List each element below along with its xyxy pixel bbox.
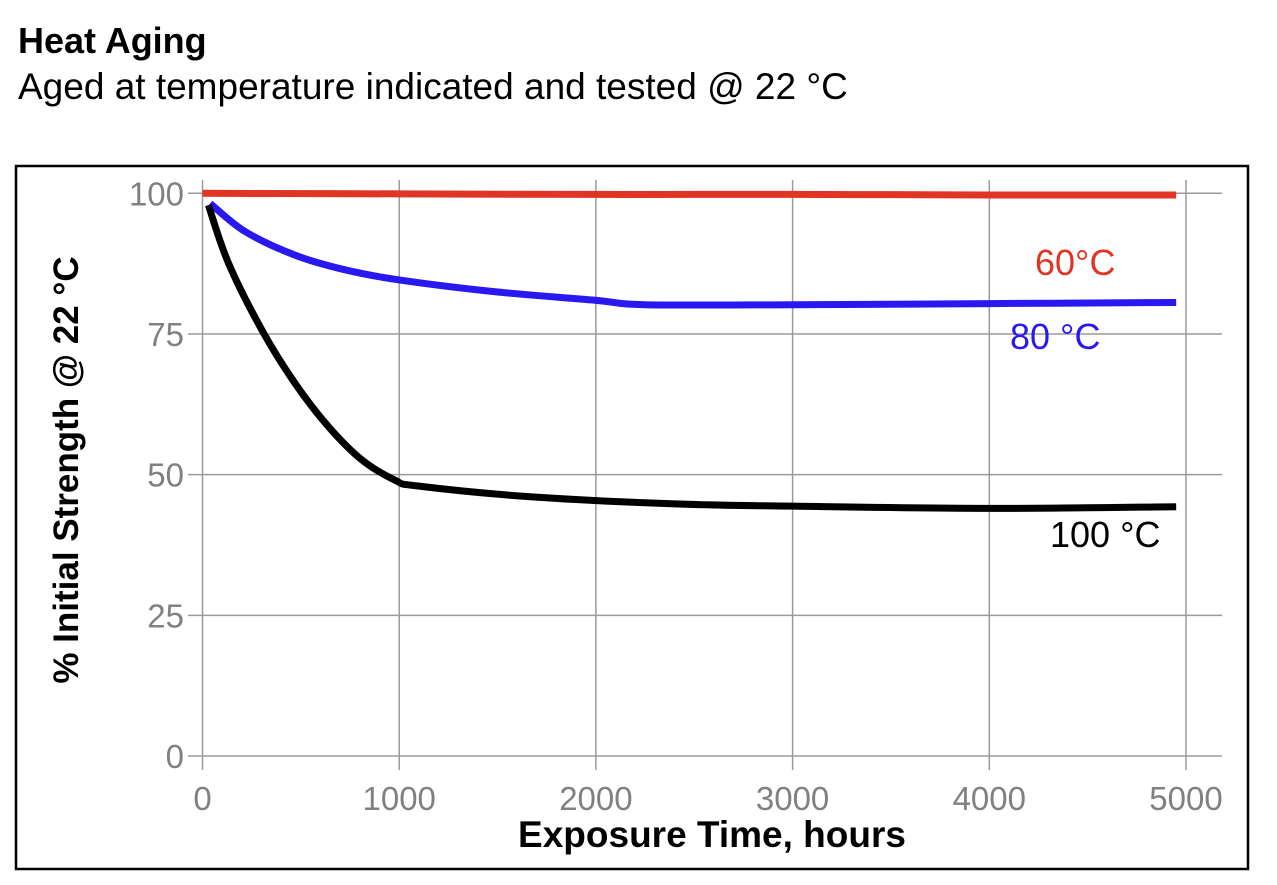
chart-frame	[14, 164, 1250, 871]
x-tick-label: 5000	[1149, 780, 1222, 817]
y-tick-label: 75	[147, 316, 184, 353]
x-tick-label: 4000	[953, 780, 1026, 817]
y-axis-label: % Initial Strength @ 22 °C	[47, 256, 86, 683]
x-axis-label: Exposure Time, hours	[518, 814, 906, 855]
series-label: 60°C	[1035, 242, 1115, 283]
x-tick-label: 1000	[362, 780, 435, 817]
series-label: 80 °C	[1010, 316, 1100, 357]
y-tick-label: 50	[147, 457, 184, 494]
x-tick-label: 2000	[559, 780, 632, 817]
x-tick-label: 0	[193, 780, 211, 817]
chart-subtitle: Aged at temperature indicated and tested…	[18, 66, 848, 107]
series-line-3	[205, 203, 1177, 512]
series-line-2	[207, 200, 1177, 309]
series-label: 100 °C	[1050, 514, 1160, 555]
x-tick-label: 3000	[756, 780, 829, 817]
chart-title: Heat Aging	[18, 20, 207, 61]
y-tick-label: 25	[147, 597, 184, 634]
y-tick-label: 0	[166, 738, 184, 775]
series-line-1	[202, 189, 1177, 199]
y-tick-label: 100	[129, 175, 184, 212]
